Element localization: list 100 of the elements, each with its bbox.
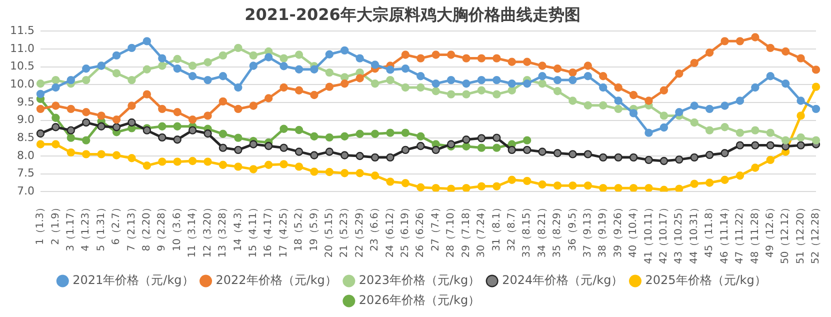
point [204, 158, 212, 166]
y-tick-label: 9.5 [16, 95, 34, 108]
point [294, 50, 304, 59]
point [280, 54, 288, 62]
point [52, 114, 60, 122]
point [370, 80, 380, 88]
point [446, 50, 456, 59]
x-tick-label: 32（8.7） [506, 202, 518, 252]
x-tick-label: 29（7.18） [460, 202, 472, 258]
x-tick-label: 5（1.31） [96, 202, 107, 252]
point [599, 72, 608, 80]
point [660, 123, 668, 132]
x-tick-label: 28（7.10） [446, 202, 457, 258]
point [386, 66, 394, 74]
point [52, 102, 60, 110]
x-tick-label: 30（7.24） [476, 202, 488, 258]
y-tick-label: 10.5 [10, 60, 34, 73]
x-tick-label: 22（5.29） [354, 202, 366, 258]
point [128, 154, 136, 162]
point [386, 128, 394, 137]
point [340, 132, 349, 140]
point [766, 72, 774, 80]
point [370, 60, 380, 69]
point [629, 153, 638, 162]
point [751, 141, 760, 150]
point [142, 90, 152, 98]
point [599, 153, 608, 162]
x-tick-label: 46（11.14） [719, 202, 730, 264]
point [538, 62, 546, 70]
point [340, 80, 349, 88]
legend-label: 2022年价格（元/kg） [216, 273, 337, 288]
point [720, 37, 729, 46]
point [736, 37, 744, 46]
point [751, 126, 760, 134]
point [477, 54, 486, 62]
point [112, 123, 121, 132]
point [720, 149, 729, 158]
x-tick-label: 42（10.17） [658, 202, 670, 264]
point [97, 112, 106, 120]
point [462, 184, 470, 192]
point [584, 181, 592, 190]
point [249, 140, 258, 148]
point [796, 54, 805, 62]
point [614, 83, 622, 92]
point [97, 150, 106, 158]
point [52, 76, 60, 84]
point [401, 128, 410, 137]
point [356, 54, 364, 62]
point [538, 148, 546, 156]
point [522, 80, 532, 88]
x-tick-label: 8（2.20） [142, 202, 153, 252]
point [584, 150, 592, 158]
point [188, 72, 197, 80]
x-tick-label: 33（8.15） [522, 202, 533, 258]
point [751, 164, 760, 172]
point [82, 118, 90, 127]
point [340, 46, 349, 55]
point [599, 184, 608, 192]
point [82, 76, 90, 84]
x-tick-label: 41（10.11） [643, 202, 654, 264]
point [218, 72, 228, 80]
legend-label: 2024年价格（元/kg） [502, 273, 624, 288]
point [97, 122, 106, 130]
x-tick-label: 40（10.4） [628, 202, 640, 258]
point [310, 65, 318, 74]
x-tick-label: 24（6.12） [384, 202, 396, 258]
point [204, 76, 212, 84]
point [294, 65, 304, 74]
point [280, 83, 288, 92]
point [614, 153, 622, 162]
x-tick-label: 23（6.6） [370, 202, 381, 252]
point [462, 142, 470, 150]
point [188, 62, 197, 70]
point [660, 186, 668, 192]
point [508, 176, 516, 184]
point [751, 83, 760, 92]
point [584, 72, 592, 80]
point [356, 169, 364, 178]
point [416, 142, 425, 150]
point [796, 112, 805, 120]
point [128, 44, 136, 52]
point [386, 153, 394, 162]
point [705, 126, 714, 134]
point [675, 155, 684, 164]
point [188, 116, 197, 124]
point [766, 128, 774, 137]
point [432, 146, 440, 154]
point [401, 83, 410, 92]
point [158, 122, 166, 130]
point [188, 156, 197, 166]
point [249, 165, 258, 174]
point [340, 169, 349, 178]
x-tick-label: 49（12.6） [764, 202, 776, 258]
x-tick-label: 17（4.25） [278, 202, 290, 258]
point [492, 90, 501, 98]
x-tick-label: 10（3.6） [172, 202, 183, 252]
point [218, 97, 228, 106]
point [690, 118, 698, 127]
point [660, 86, 668, 94]
y-tick-label: 8.0 [16, 148, 34, 162]
